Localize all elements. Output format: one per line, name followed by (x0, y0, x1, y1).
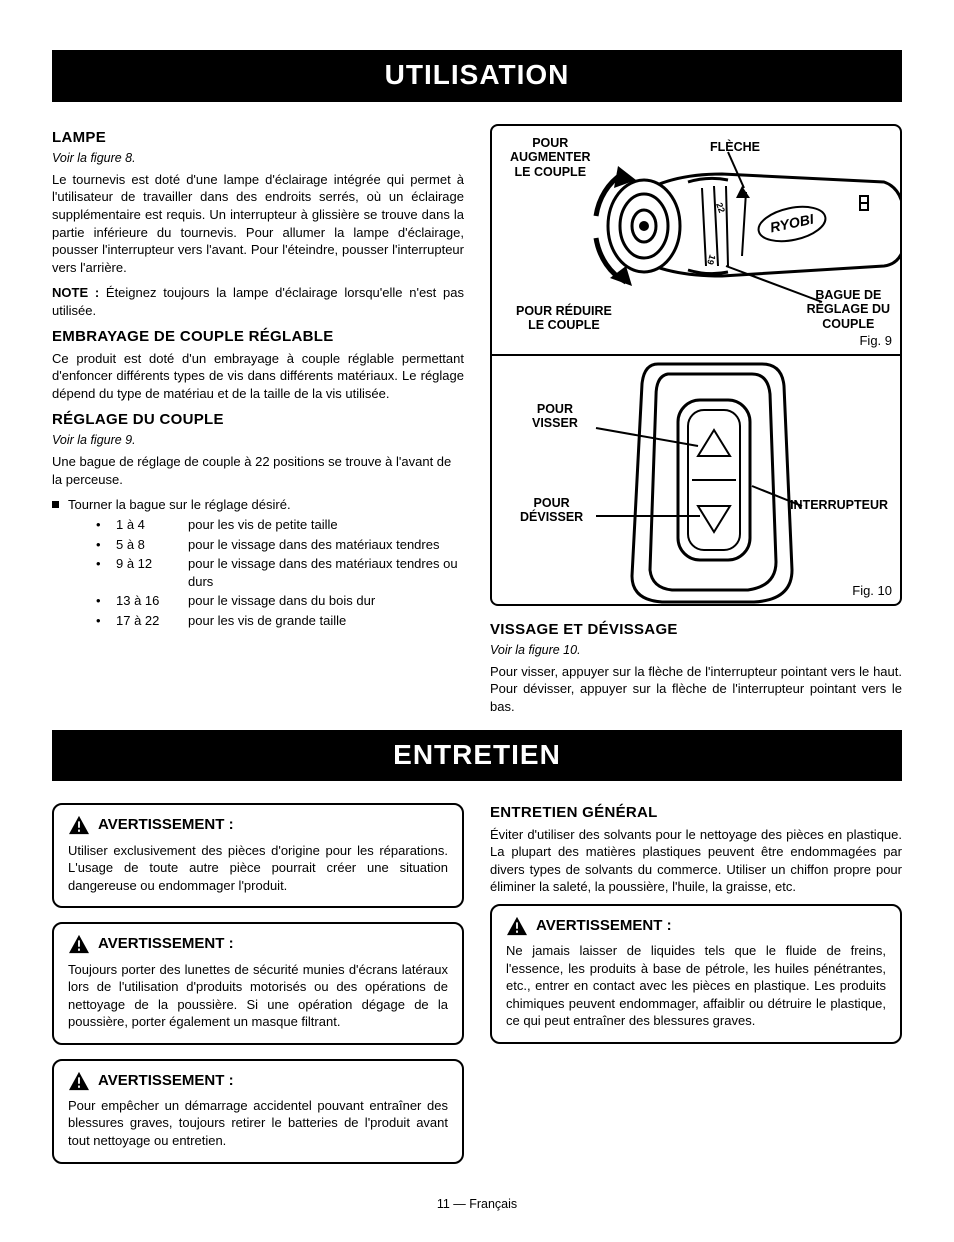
heading-lampe: LAMPE (52, 128, 464, 148)
torque-range: 13 à 16 (116, 592, 178, 610)
torque-row: •13 à 16pour le vissage dans du bois dur (96, 592, 464, 610)
figure-9-label: Fig. 9 (859, 332, 892, 350)
entretien-right-col: ENTRETIEN GÉNÉRAL Éviter d'utiliser des … (490, 803, 902, 1177)
warning-label: AVERTISSEMENT : (98, 1071, 234, 1091)
warning-label: AVERTISSEMENT : (536, 916, 672, 936)
torque-table: •1 à 4pour les vis de petite taille•5 à … (68, 516, 464, 629)
figure-10: POURVISSER POURDÉVISSER INTERRUPTEUR (490, 356, 902, 606)
torque-row: •9 à 12pour le vissage dans des matériau… (96, 555, 464, 590)
warning-heading: AVERTISSEMENT : (506, 916, 886, 936)
warning-text-3: Pour empêcher un démarrage accidentel po… (68, 1097, 448, 1150)
section-banner-entretien: ENTRETIEN (52, 730, 902, 782)
figure-9-svg: RYOBI 22 19 (492, 126, 902, 356)
bullet-list: Tourner la bague sur le réglage désiré. … (52, 496, 464, 629)
warning-icon (506, 916, 528, 936)
warning-label: AVERTISSEMENT : (98, 934, 234, 954)
heading-entretien-general: ENTRETIEN GÉNÉRAL (490, 803, 902, 823)
warning-text-1: Utiliser exclusivement des pièces d'orig… (68, 842, 448, 895)
torque-desc: pour les vis de grande taille (188, 612, 464, 630)
warning-label: AVERTISSEMENT : (98, 815, 234, 835)
torque-range: 1 à 4 (116, 516, 178, 534)
torque-range: 9 à 12 (116, 555, 178, 590)
warning-icon (68, 934, 90, 954)
utilisation-columns: LAMPE Voir la figure 8. Le tournevis est… (52, 124, 902, 724)
figref-reglage: Voir la figure 9. (52, 432, 464, 449)
para-reglage: Une bague de réglage de couple à 22 posi… (52, 453, 464, 488)
section-banner-utilisation: UTILISATION (52, 50, 902, 102)
warning-icon (68, 815, 90, 835)
note-text: Éteignez toujours la lampe d'éclairage l… (52, 285, 464, 318)
warning-box-3: AVERTISSEMENT : Pour empêcher un démarra… (52, 1059, 464, 1164)
warning-text-2: Toujours porter des lunettes de sécurité… (68, 961, 448, 1031)
bullet-item: Tourner la bague sur le réglage désiré. … (52, 496, 464, 629)
torque-desc: pour le vissage dans des matériaux tendr… (188, 555, 464, 590)
torque-desc: pour le vissage dans du bois dur (188, 592, 464, 610)
torque-row: •5 à 8pour le vissage dans des matériaux… (96, 536, 464, 554)
figref-vissage: Voir la figure 10. (490, 642, 902, 659)
para-entretien-general: Éviter d'utiliser des solvants pour le n… (490, 826, 902, 896)
bullet-text: Tourner la bague sur le réglage désiré. (68, 497, 291, 512)
para-lampe: Le tournevis est doté d'une lampe d'écla… (52, 171, 464, 276)
warning-icon (68, 1071, 90, 1091)
heading-embrayage: EMBRAYAGE DE COUPLE RÉGLABLE (52, 327, 464, 347)
warning-heading: AVERTISSEMENT : (68, 934, 448, 954)
warning-heading: AVERTISSEMENT : (68, 1071, 448, 1091)
figure-10-label: Fig. 10 (852, 582, 892, 600)
heading-vissage: VISSAGE ET DÉVISSAGE (490, 620, 902, 640)
figref-lampe: Voir la figure 8. (52, 150, 464, 167)
utilisation-left-col: LAMPE Voir la figure 8. Le tournevis est… (52, 124, 464, 724)
entretien-columns: AVERTISSEMENT : Utiliser exclusivement d… (52, 803, 902, 1177)
warning-box-4: AVERTISSEMENT : Ne jamais laisser de liq… (490, 904, 902, 1044)
torque-range: 17 à 22 (116, 612, 178, 630)
torque-desc: pour les vis de petite taille (188, 516, 464, 534)
torque-row: •17 à 22pour les vis de grande taille (96, 612, 464, 630)
note-label: NOTE : (52, 285, 99, 300)
torque-row: •1 à 4pour les vis de petite taille (96, 516, 464, 534)
figure-9: POURAUGMENTERLE COUPLE FLÈCHE POUR RÉDUI… (490, 124, 902, 356)
para-embrayage: Ce produit est doté d'un embrayage à cou… (52, 350, 464, 403)
page-footer: 11 — Français (52, 1196, 902, 1213)
heading-reglage: RÉGLAGE DU COUPLE (52, 410, 464, 430)
warning-box-2: AVERTISSEMENT : Toujours porter des lune… (52, 922, 464, 1044)
warning-text-4: Ne jamais laisser de liquides tels que l… (506, 942, 886, 1030)
para-vissage: Pour visser, appuyer sur la flèche de l'… (490, 663, 902, 716)
figure-10-svg (492, 356, 902, 606)
figure-stack: POURAUGMENTERLE COUPLE FLÈCHE POUR RÉDUI… (490, 124, 902, 606)
torque-desc: pour le vissage dans des matériaux tendr… (188, 536, 464, 554)
torque-range: 5 à 8 (116, 536, 178, 554)
utilisation-right-col: POURAUGMENTERLE COUPLE FLÈCHE POUR RÉDUI… (490, 124, 902, 724)
warning-box-1: AVERTISSEMENT : Utiliser exclusivement d… (52, 803, 464, 908)
entretien-left-col: AVERTISSEMENT : Utiliser exclusivement d… (52, 803, 464, 1177)
warning-heading: AVERTISSEMENT : (68, 815, 448, 835)
para-lampe-note: NOTE : Éteignez toujours la lampe d'écla… (52, 284, 464, 319)
